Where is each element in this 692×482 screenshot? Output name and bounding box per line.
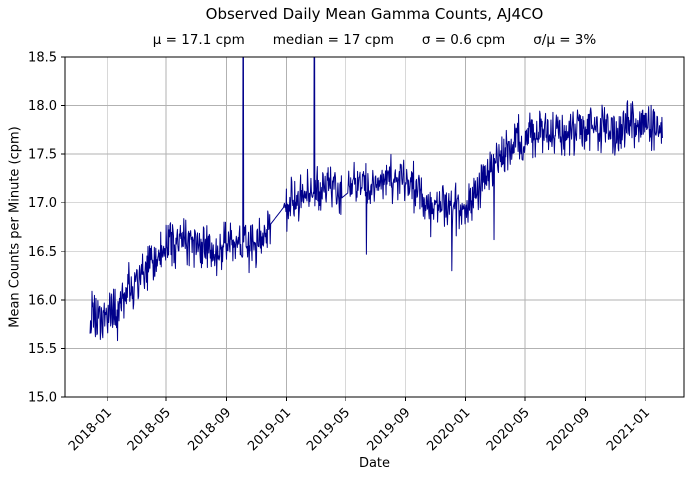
x-tick-label: 2019-05 (304, 405, 353, 454)
y-axis-label: Mean Counts per Minute (cpm) (7, 126, 23, 328)
axis-ticks (61, 56, 646, 401)
x-tick-label: 2018-01 (66, 405, 115, 454)
x-tick-labels: 2018-01 2018-05 2018-09 2019-01 2019-05 2019-… (66, 405, 653, 454)
y-tick-labels: 15.0 15.5 16.0 16.5 17.0 17.5 18.0 18.5 (28, 51, 57, 406)
x-tick-label: 2018-09 (185, 405, 234, 454)
x-tick-label: 2020-05 (484, 405, 533, 454)
data-series-line (89, 57, 663, 342)
x-tick-label: 2020-01 (424, 405, 473, 454)
y-tick-label: 15.0 (28, 391, 57, 406)
y-tick-label: 18.0 (28, 99, 57, 114)
y-tick-label: 15.5 (28, 342, 57, 357)
chart-title: Observed Daily Mean Gamma Counts, AJ4CO (205, 5, 544, 23)
y-tick-label: 18.5 (28, 51, 57, 66)
y-tick-label: 17.5 (28, 148, 57, 163)
stat-mean: μ = 17.1 cpm (152, 32, 245, 48)
stat-median: median = 17 cpm (272, 32, 394, 48)
x-tick-label: 2021-01 (604, 405, 653, 454)
stats-annotation: μ = 17.1 cpm median = 17 cpm σ = 0.6 cpm… (65, 32, 684, 48)
grid-lines (65, 56, 684, 398)
x-axis-label: Date (358, 456, 391, 471)
x-tick-label: 2019-01 (245, 405, 294, 454)
plot-border (64, 56, 685, 398)
x-tick-label: 2020-09 (544, 405, 593, 454)
x-tick-label: 2019-09 (365, 405, 414, 454)
x-tick-label: 2018-05 (125, 405, 174, 454)
stat-sigma-over-mu: σ/μ = 3% (533, 32, 597, 48)
y-tick-label: 16.5 (28, 245, 57, 260)
y-tick-label: 16.0 (28, 293, 57, 308)
y-tick-label: 17.0 (28, 196, 57, 211)
stat-sigma: σ = 0.6 cpm (421, 32, 506, 48)
